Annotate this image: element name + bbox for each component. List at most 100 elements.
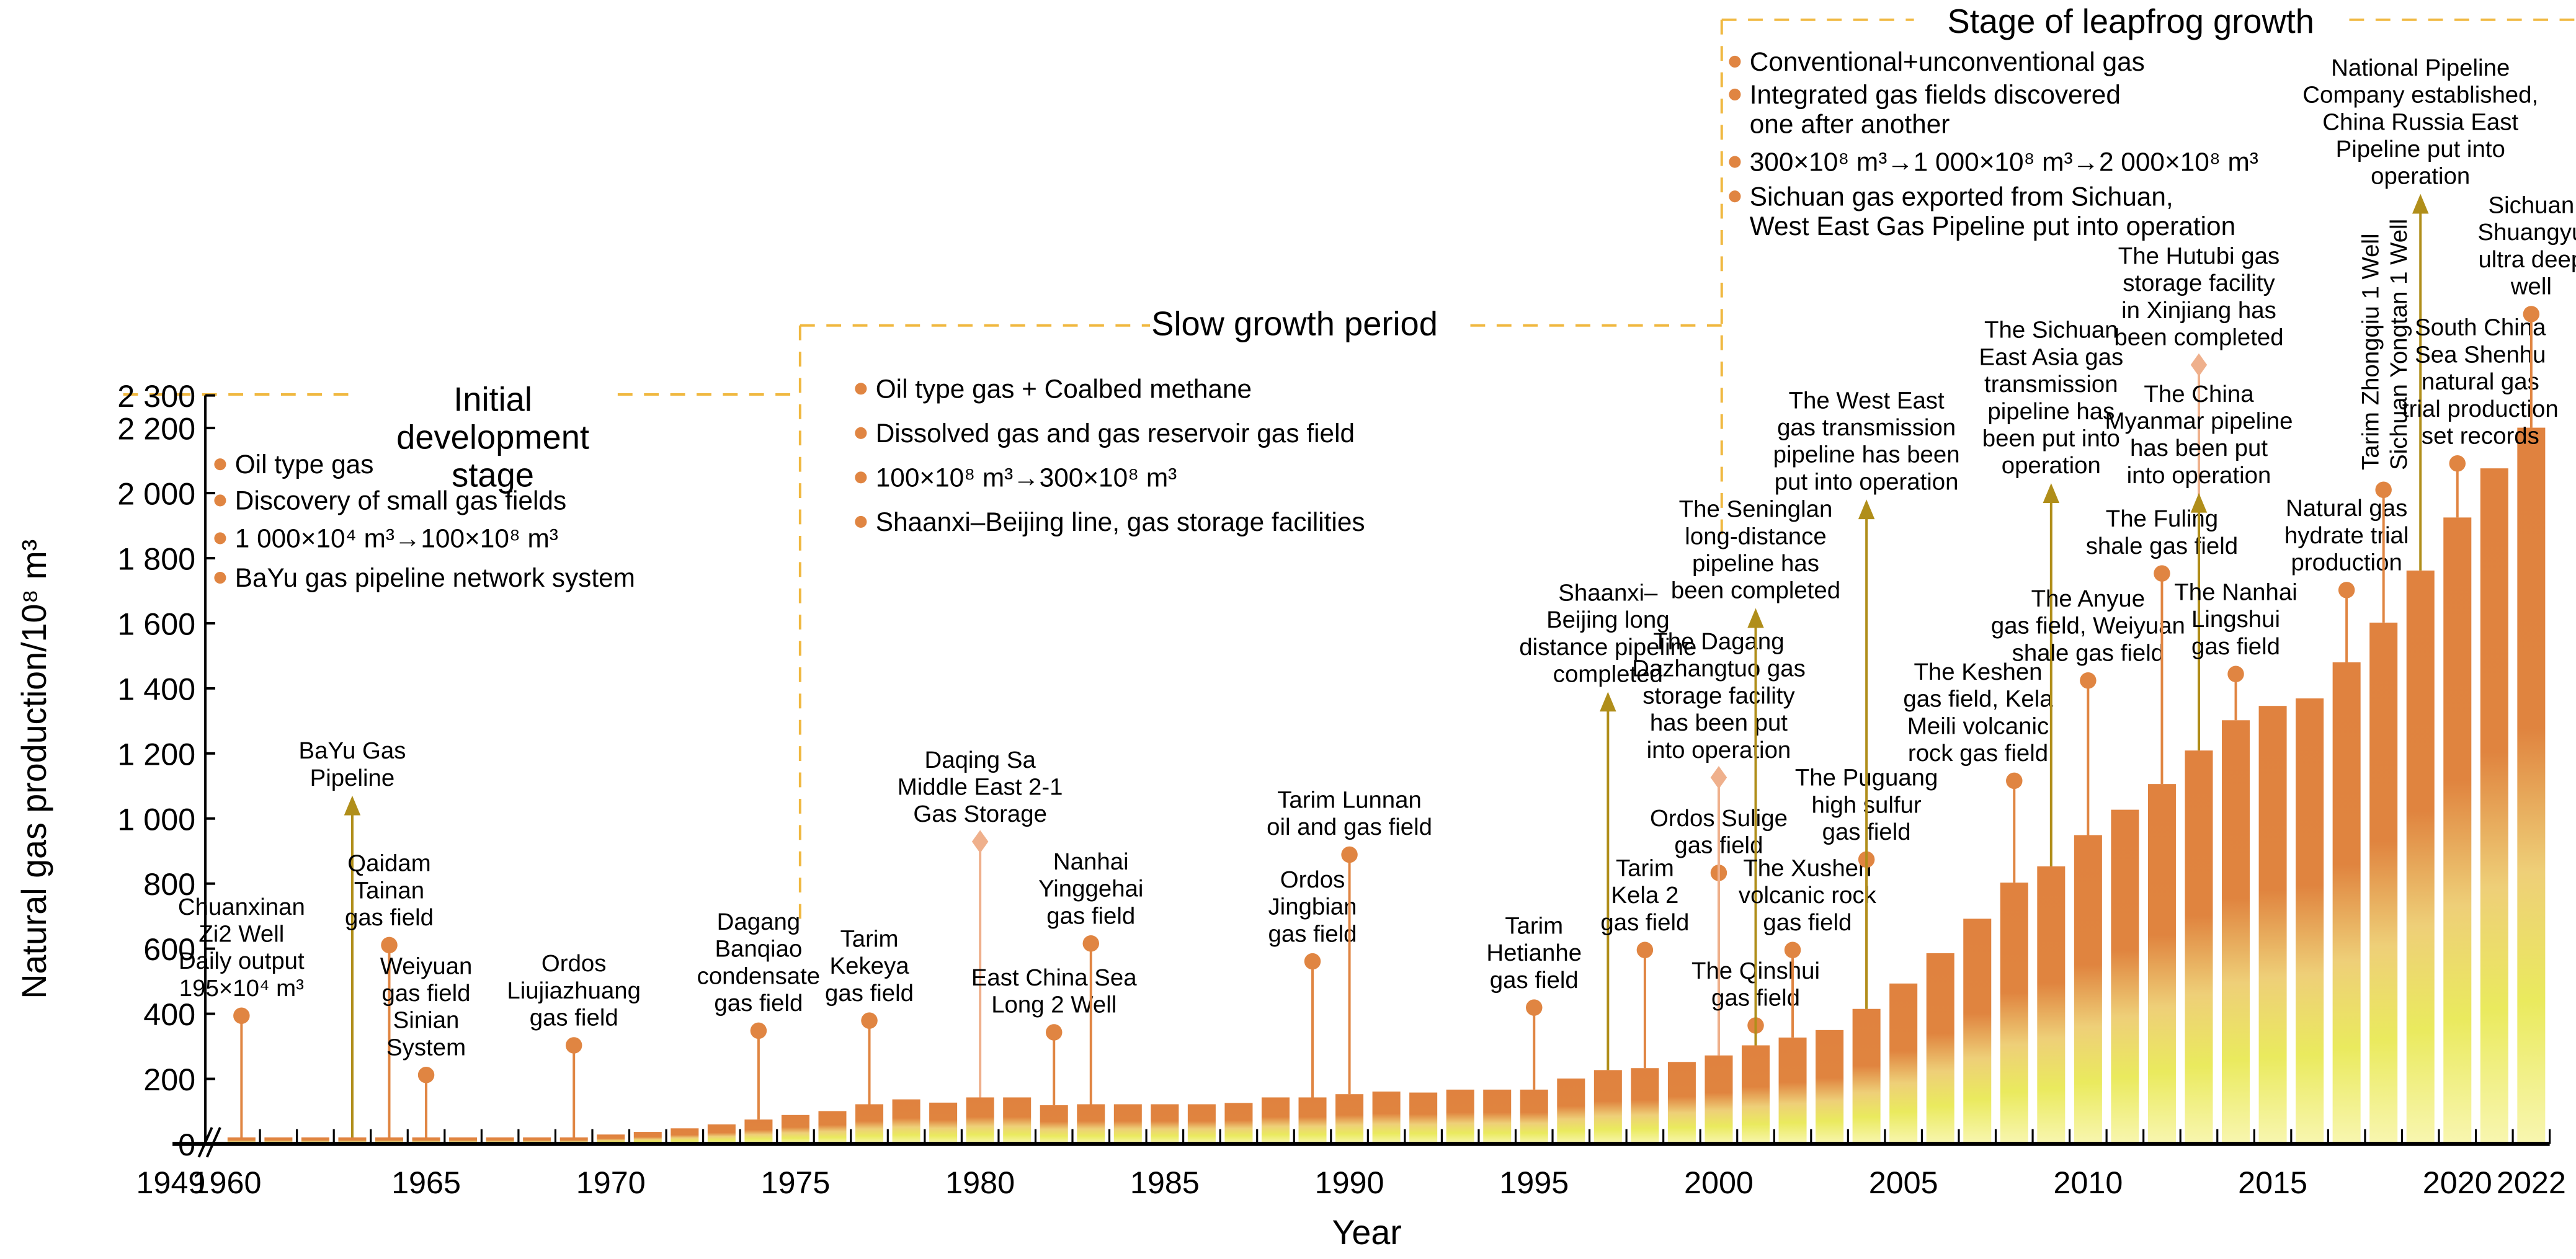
annotation-label: The Anyue: [2031, 585, 2146, 612]
bar-1978: [892, 1099, 920, 1144]
dot-marker-icon: [1045, 1024, 1063, 1041]
annotation-label: The Sichuan: [1984, 317, 2118, 344]
stage-title: stage: [452, 456, 534, 494]
annotation-label: Hetianhe: [1486, 940, 1582, 966]
x-tick-label: 1980: [945, 1165, 1015, 1200]
x-tick-label: 1949: [136, 1165, 205, 1200]
bar-1988: [1261, 1097, 1290, 1144]
annotation-label: gas field: [1490, 967, 1579, 994]
bar-1996: [1557, 1079, 1585, 1144]
y-tick-label: 400: [143, 997, 195, 1032]
annotation-label: trial production: [2402, 396, 2559, 422]
y-tick-label: 1 400: [117, 671, 195, 706]
bar-1975: [781, 1114, 809, 1144]
bullet-dot-icon: [214, 458, 226, 471]
stage-bullet-text: Discovery of small gas fields: [235, 486, 566, 515]
stage-title: Slow growth period: [1151, 305, 1438, 343]
x-tick-label: 2015: [2238, 1165, 2307, 1200]
stage-bullet-text: West East Gas Pipeline put into operatio…: [1750, 211, 2235, 241]
x-tick-label: 1965: [391, 1165, 461, 1200]
bar-1994: [1483, 1089, 1512, 1144]
bullet-dot-icon: [1729, 55, 1741, 68]
annotation-label: shale gas field: [2012, 639, 2164, 666]
bar-2009: [2037, 866, 2066, 1144]
stage-bullet-text: Oil type gas: [235, 450, 374, 479]
arrow-marker-icon: [1600, 692, 1616, 712]
annotation-label: Tarim: [1505, 912, 1563, 939]
bar-1979: [929, 1102, 958, 1144]
annotation-label: National Pipeline: [2331, 55, 2510, 81]
annotation-label: Liujiazhuang: [507, 977, 641, 1004]
stage-bullet-text: 1 000×10⁴ m³→100×10⁸ m³: [235, 523, 558, 553]
y-tick-label: 2 300: [117, 378, 195, 414]
bar-2015: [2258, 706, 2287, 1144]
annotation-label: Tarim Lunnan: [1277, 786, 1422, 813]
annotation-label: operation: [2002, 452, 2101, 479]
annotation-label: hydrate trial: [2284, 522, 2409, 549]
bar-2005: [1889, 983, 1918, 1144]
annotation-label: gas field, Kela: [1903, 686, 2053, 713]
bar-1968: [523, 1137, 551, 1144]
x-tick-label: 1975: [760, 1165, 830, 1200]
arrow-marker-icon: [2412, 194, 2429, 214]
bar-1993: [1446, 1089, 1474, 1144]
annotation-label: Meili volcanic: [1907, 713, 2049, 739]
annotation-label: Dagang: [717, 909, 801, 935]
annotation-label: The Seninglan: [1679, 496, 1833, 523]
bullet-dot-icon: [855, 515, 867, 528]
annotation-label: pipeline has: [1987, 398, 2115, 425]
bar-1965: [412, 1137, 440, 1144]
annotation-label: transmission: [1984, 371, 2118, 398]
annotation-2018: Tarim Zhongqiu 1 Well Sichuan Yongtan 1 W…: [2358, 219, 2412, 623]
bullet-dot-icon: [1729, 156, 1741, 168]
bar-1961: [264, 1137, 293, 1144]
dot-marker-icon: [1082, 935, 1100, 952]
bar-1977: [855, 1104, 884, 1144]
dot-marker-icon: [417, 1066, 435, 1083]
bar-1962: [301, 1137, 329, 1144]
axes: 0 200 400 600 800 1 000 1 200 1 400 1 600 1 800 2 …: [15, 378, 2566, 1252]
annotation-label: been completed: [1671, 577, 1840, 604]
bar-2014: [2222, 720, 2250, 1144]
annotation-label: Kekeya: [829, 953, 909, 979]
stage-bullet-text: Sichuan gas exported from Sichuan,: [1750, 182, 2173, 211]
annotation-label: Chuanxinan: [178, 894, 305, 920]
annotation-label: well: [2510, 274, 2552, 300]
annotation-label: Shuangyu: [2477, 219, 2576, 246]
bar-2013: [2185, 750, 2213, 1144]
annotation-label: Company established,: [2302, 82, 2538, 109]
annotation-label: Beijing long: [1546, 607, 1670, 633]
stage-bullet-text: Oil type gas + Coalbed methane: [876, 374, 1252, 403]
bar-2011: [2111, 809, 2139, 1144]
annotation-label: Middle East 2-1: [898, 773, 1063, 800]
bar-2003: [1816, 1030, 1844, 1144]
dot-marker-icon: [1341, 846, 1358, 863]
annotation-label: Long 2 Well: [991, 992, 1116, 1018]
annotation-label: The Hutubi gas: [2118, 242, 2280, 269]
arrow-marker-icon: [344, 795, 361, 816]
annotation-label: volcanic rock: [1739, 882, 1877, 909]
dot-marker-icon: [2338, 582, 2355, 598]
annotation-label: Gas Storage: [913, 801, 1047, 827]
annotation-label: Tarim: [840, 925, 899, 952]
annotation-label: The West East: [1789, 387, 1945, 414]
annotation-label: put into operation: [1775, 468, 1959, 495]
annotation-label: gas field: [1268, 920, 1357, 947]
annotation-label: production: [2291, 549, 2402, 576]
y-tick-label: 600: [143, 932, 195, 967]
bar-2012: [2147, 784, 2176, 1144]
annotation-label: been completed: [2114, 324, 2283, 350]
annotation-label: Daily output: [179, 948, 305, 974]
arrow-marker-icon: [1858, 499, 1875, 520]
